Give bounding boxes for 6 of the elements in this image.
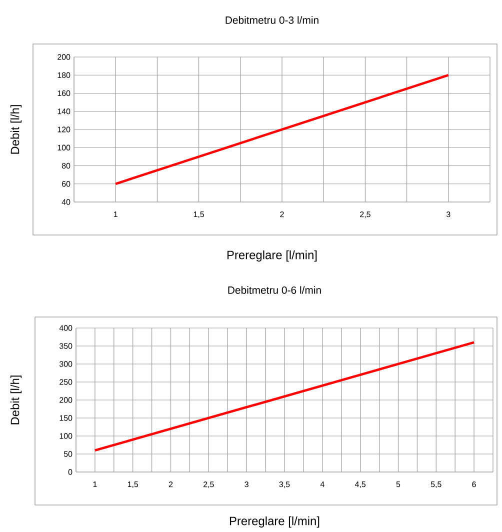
y-axis-title: Debit [l/h] <box>10 376 22 424</box>
x-axis-title: Prereglare [l/min] <box>230 516 320 528</box>
x-axis-title: Prereglare [l/min] <box>227 250 317 262</box>
y-axis-title: Debit [l/h] <box>10 105 22 154</box>
chart-title: Debitmetru 0-6 l/min <box>228 286 321 294</box>
chart-title: Debitmetru 0-3 l/min <box>226 16 318 24</box>
